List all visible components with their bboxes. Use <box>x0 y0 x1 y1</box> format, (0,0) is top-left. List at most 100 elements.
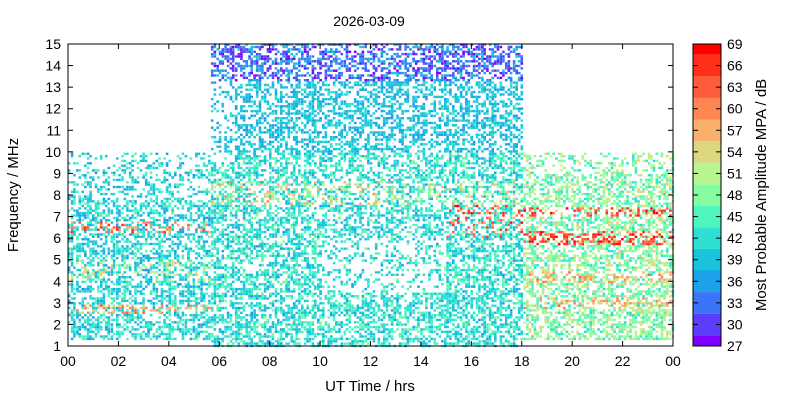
heat-cell <box>189 219 193 222</box>
heat-cell <box>290 314 293 317</box>
heat-cell <box>292 306 296 310</box>
heat-cell <box>258 181 262 184</box>
heat-cell <box>285 200 288 203</box>
heat-cell <box>306 43 309 46</box>
heat-cell <box>271 247 275 250</box>
heat-cell <box>134 309 137 312</box>
heat-cell <box>73 309 76 312</box>
heat-cell <box>139 223 143 227</box>
heat-cell <box>149 321 153 324</box>
heat-cell <box>184 318 188 322</box>
heat-cell <box>218 185 222 189</box>
heat-cell <box>197 252 201 255</box>
heat-cell <box>253 126 256 129</box>
heat-cell <box>81 228 84 231</box>
heat-cell <box>274 57 278 61</box>
heat-cell <box>277 133 280 136</box>
heat-cell <box>147 280 150 284</box>
heat-cell <box>94 276 98 279</box>
heat-cell <box>197 226 201 229</box>
heat-cell <box>298 238 301 241</box>
heat-cell <box>168 287 172 291</box>
heat-cell <box>255 332 259 336</box>
heat-cell <box>163 276 166 279</box>
heat-cell <box>322 124 325 127</box>
heat-cell <box>261 169 264 172</box>
heat-cell <box>200 176 203 179</box>
heat-cell <box>136 249 140 253</box>
heat-cell <box>248 100 251 103</box>
heat-cell <box>245 240 248 243</box>
heat-cell <box>279 143 283 146</box>
heat-cell <box>147 202 150 205</box>
heat-cell <box>163 157 166 160</box>
heat-cell <box>226 276 230 279</box>
heat-cell <box>317 140 320 144</box>
heat-cell <box>78 245 82 248</box>
heat-cell <box>197 185 201 189</box>
heat-cell <box>118 309 121 312</box>
heat-cell <box>176 238 180 241</box>
heat-cell <box>128 266 132 269</box>
heat-cell <box>298 314 301 317</box>
heat-cell <box>311 323 315 326</box>
heat-cell <box>134 321 137 324</box>
heat-cell <box>152 192 156 196</box>
heat-cell <box>158 162 161 165</box>
heat-cell <box>197 164 201 167</box>
heat-cell <box>248 211 251 215</box>
heat-cell <box>128 240 132 243</box>
heat-cell <box>277 299 280 303</box>
heat-cell <box>263 207 267 210</box>
heat-cell <box>311 67 315 70</box>
heat-cell <box>174 235 177 238</box>
heat-cell <box>142 204 145 208</box>
heat-cell <box>160 207 164 210</box>
heat-cell <box>245 76 248 80</box>
heat-cell <box>86 306 90 310</box>
heat-cell <box>306 292 309 295</box>
heat-cell <box>274 276 278 279</box>
heat-cell <box>258 219 262 222</box>
heat-cell <box>250 240 253 243</box>
heat-cell <box>152 219 156 222</box>
heat-cell <box>287 323 291 326</box>
heat-cell <box>234 238 238 241</box>
heat-cell <box>176 183 180 186</box>
heat-cell <box>298 285 301 288</box>
heat-cell <box>76 226 79 229</box>
heat-cell <box>282 69 285 72</box>
heat-cell <box>306 200 309 203</box>
heat-cell <box>213 209 217 212</box>
heat-cell <box>192 321 196 324</box>
heat-cell <box>200 299 203 303</box>
heat-cell <box>70 316 74 319</box>
heat-cell <box>70 261 74 265</box>
heat-cell <box>208 178 211 182</box>
heat-cell <box>271 302 275 305</box>
heat-cell <box>142 306 145 310</box>
heat-cell <box>181 337 185 341</box>
heat-cell <box>319 131 322 134</box>
heat-cell <box>216 207 219 210</box>
heat-cell <box>287 254 291 257</box>
heat-cell <box>134 306 137 310</box>
heat-cell <box>266 340 270 343</box>
heat-cell <box>253 50 256 53</box>
heat-cell <box>139 192 143 196</box>
heat-cell <box>168 204 172 208</box>
heat-cell <box>279 223 283 227</box>
heat-cell <box>261 69 264 72</box>
heat-cell <box>253 181 256 184</box>
heat-cell <box>147 235 150 238</box>
heat-cell <box>123 261 127 265</box>
heat-cell <box>181 335 185 338</box>
heat-cell <box>115 216 119 220</box>
heat-cell <box>94 242 98 246</box>
heat-cell <box>282 230 285 234</box>
heat-cell <box>277 249 280 253</box>
heat-cell <box>290 52 293 56</box>
heat-cell <box>287 264 291 267</box>
heat-cell <box>81 223 84 227</box>
heat-cell <box>102 335 106 338</box>
